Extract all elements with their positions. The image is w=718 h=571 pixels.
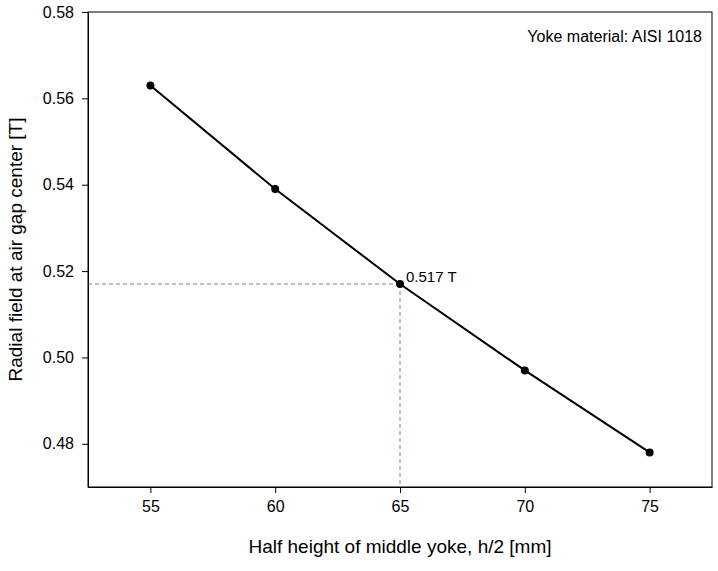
x-axis-title: Half height of middle yoke, h/2 [mm] <box>248 536 551 557</box>
y-axis: 0.48 0.50 0.52 0.54 0.56 0.58 <box>43 4 89 488</box>
x-tick-mark <box>525 487 526 493</box>
y-tick-mark <box>82 98 88 99</box>
y-tick: 0.58 <box>43 4 88 21</box>
y-tick-mark <box>82 12 88 13</box>
x-tick: 55 <box>142 487 160 515</box>
y-tick-label: 0.48 <box>43 435 74 452</box>
x-tick-mark <box>150 487 151 493</box>
y-tick: 0.52 <box>43 263 88 280</box>
x-tick: 65 <box>392 487 410 515</box>
x-tick-mark <box>650 487 651 493</box>
x-tick-label: 75 <box>641 498 659 515</box>
y-tick-label: 0.50 <box>43 349 74 366</box>
y-tick: 0.54 <box>43 176 88 193</box>
data-point <box>146 81 154 89</box>
x-tick-mark <box>400 487 401 493</box>
marks <box>88 81 654 487</box>
x-tick-mark <box>275 487 276 493</box>
y-tick: 0.50 <box>43 349 88 366</box>
x-tick: 75 <box>641 487 659 515</box>
x-tick: 70 <box>516 487 534 515</box>
data-point <box>521 366 529 374</box>
plot-frame <box>88 12 712 487</box>
y-tick-mark <box>82 185 88 186</box>
y-tick-mark <box>82 357 88 358</box>
annotation: 0.517 T <box>406 268 457 285</box>
x-tick-label: 70 <box>516 498 534 515</box>
x-tick: 60 <box>267 487 285 515</box>
y-tick-mark <box>82 444 88 445</box>
y-tick-label: 0.52 <box>43 263 74 280</box>
y-tick-mark <box>82 271 88 272</box>
x-axis: 55 60 65 70 75 <box>89 487 713 515</box>
y-tick: 0.48 <box>43 435 88 452</box>
x-tick-label: 65 <box>392 498 410 515</box>
reference-line <box>400 284 401 487</box>
y-tick-label: 0.56 <box>43 90 74 107</box>
plot: 55 60 65 70 75 0.48 0.50 0.52 0.54 0.56 0.58 0.517 … <box>43 4 713 516</box>
y-tick: 0.56 <box>43 90 88 107</box>
data-point <box>396 280 404 288</box>
y-axis-title: Radial field at air gap center [T] <box>5 117 26 381</box>
x-tick-label: 55 <box>142 498 160 515</box>
y-tick-label: 0.58 <box>43 4 74 21</box>
data-point <box>271 185 279 193</box>
series-line <box>150 85 649 452</box>
legend-entry: Yoke material: AISI 1018 <box>527 28 702 45</box>
reference-line <box>88 284 400 285</box>
data-point <box>646 448 654 456</box>
y-axis-line <box>88 13 89 488</box>
y-tick-label: 0.54 <box>43 176 74 193</box>
x-tick-label: 60 <box>267 498 285 515</box>
